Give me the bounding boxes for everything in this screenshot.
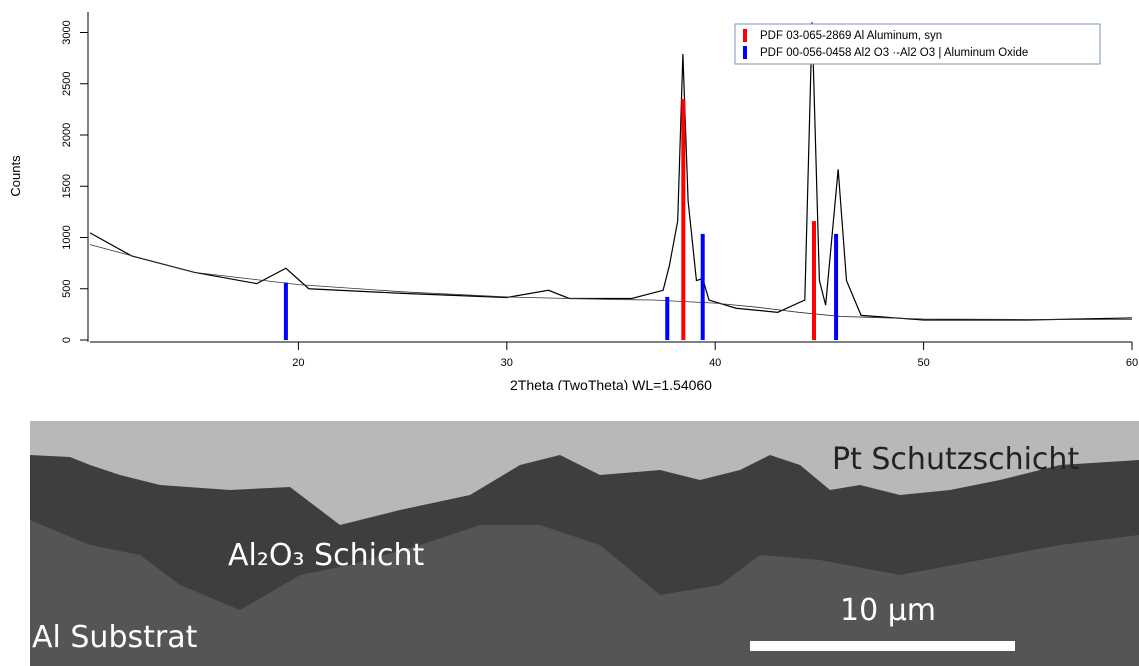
reference-stick bbox=[681, 99, 686, 340]
image-label: Al Substrat bbox=[32, 620, 198, 655]
scalebar bbox=[750, 641, 1015, 651]
substrate bbox=[30, 520, 1139, 666]
x-tick-label: 40 bbox=[709, 357, 721, 369]
x-tick-label: 50 bbox=[917, 357, 929, 369]
reference-stick bbox=[834, 233, 839, 340]
chart: 20 30 40 50 60 0 500 1000 1500 2000 2500 3000 2Theta… bbox=[8, 12, 1138, 393]
reference-stick bbox=[665, 296, 670, 340]
legend-box bbox=[734, 23, 1101, 65]
reference-stick bbox=[700, 233, 705, 340]
legend-swatch bbox=[743, 46, 747, 59]
y-tick-label: 500 bbox=[61, 280, 73, 298]
reference-stick bbox=[283, 282, 288, 340]
y-tick-label: 2500 bbox=[61, 72, 73, 96]
legend-label: PDF 03-065-2869 Al Aluminum, syn bbox=[760, 30, 942, 42]
reference-stick bbox=[811, 221, 816, 340]
y-tick-label: 2000 bbox=[61, 123, 73, 147]
image-label: Pt Schutzschicht bbox=[832, 442, 1079, 477]
y-axis-label: Counts bbox=[8, 155, 23, 197]
legend: PDF 03-065-2869 Al Aluminum, syn PDF 00-0… bbox=[734, 23, 1101, 65]
pattern-line bbox=[89, 22, 1133, 321]
x-tick-label: 20 bbox=[292, 357, 304, 369]
y-tick-label: 3000 bbox=[61, 20, 73, 44]
x-tick-label: 30 bbox=[501, 357, 513, 369]
x-axis-label: 2Theta (TwoTheta) WL=1,54060 bbox=[510, 377, 712, 390]
x-tick-label: 60 bbox=[1126, 357, 1138, 369]
y-tick-label: 1000 bbox=[61, 225, 73, 249]
y-tick-label: 1500 bbox=[61, 174, 73, 198]
sem-image: Pt Schutzschicht Al₂O₃ Schicht Al Substr… bbox=[30, 421, 1139, 666]
image-label: Al₂O₃ Schicht bbox=[228, 538, 424, 573]
legend-swatch bbox=[743, 29, 747, 42]
y-tick-label: 0 bbox=[61, 337, 73, 343]
scalebar-label: 10 µm bbox=[840, 593, 936, 628]
legend-label: PDF 00-056-0458 Al2 O3 ·-Al2 O3 | Alumin… bbox=[760, 47, 1028, 59]
